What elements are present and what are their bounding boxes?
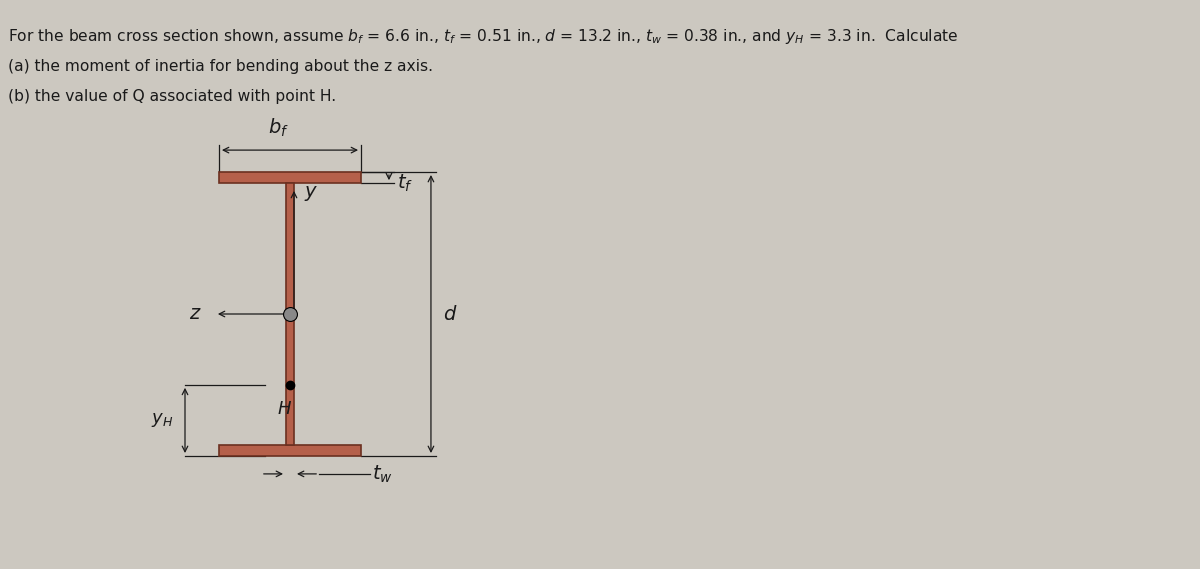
Text: $z$: $z$ — [190, 305, 202, 323]
Text: (a) the moment of inertia for bending about the z axis.: (a) the moment of inertia for bending ab… — [8, 59, 433, 74]
Bar — [220, 445, 361, 456]
Text: $y$: $y$ — [304, 184, 318, 203]
Text: $b_f$: $b_f$ — [268, 117, 288, 139]
Text: $d$: $d$ — [443, 304, 457, 324]
Text: $t_f$: $t_f$ — [397, 173, 413, 195]
Text: $H$: $H$ — [277, 400, 293, 418]
Text: For the beam cross section shown, assume $b_f$ = 6.6 in., $t_f$ = 0.51 in., $d$ : For the beam cross section shown, assume… — [8, 27, 959, 46]
Text: $t_w$: $t_w$ — [372, 463, 392, 485]
Bar — [286, 183, 294, 445]
Text: (b) the value of Q associated with point H.: (b) the value of Q associated with point… — [8, 89, 336, 104]
Text: $y_H$: $y_H$ — [151, 411, 173, 430]
Bar — [220, 172, 361, 183]
